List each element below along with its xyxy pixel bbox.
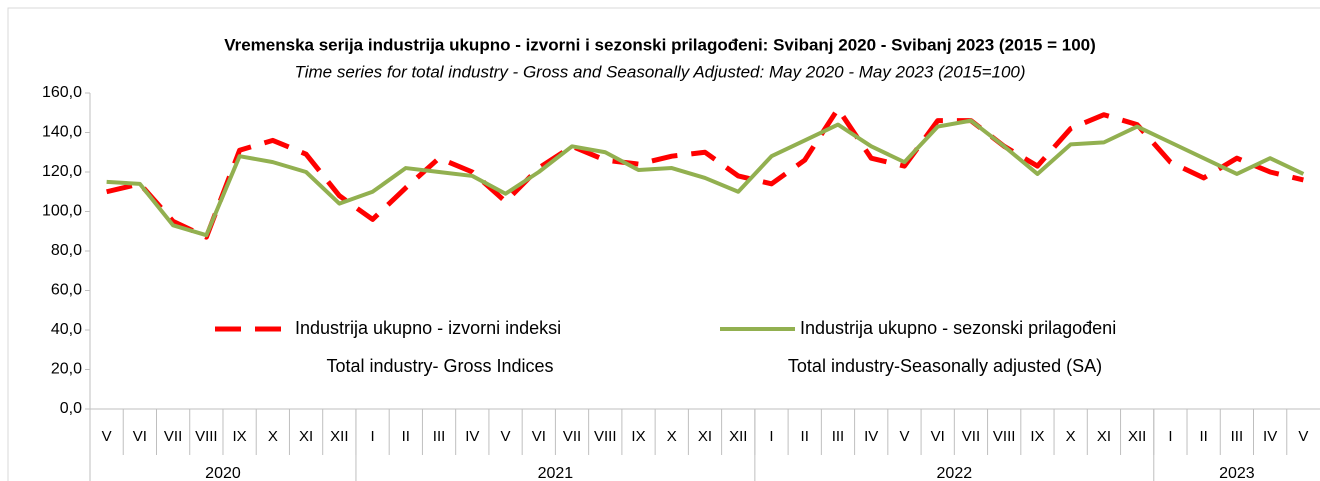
series-line: [106, 118, 1305, 238]
x-tick-label: VIII: [195, 428, 218, 445]
x-tick-label: II: [1199, 428, 1207, 445]
x-tick-label: III: [1231, 428, 1244, 445]
x-tick-label: IV: [465, 428, 479, 445]
x-tick-label: I: [370, 428, 374, 445]
x-tick-label: III: [832, 428, 845, 445]
chart-subtitle: Time series for total industry - Gross a…: [294, 62, 1025, 81]
x-tick-label: IX: [233, 428, 247, 445]
y-tick-label: 0,0: [60, 400, 82, 417]
chart-title: Vremenska serija industrija ukupno - izv…: [224, 35, 1096, 54]
y-tick-label: 160,0: [42, 84, 82, 101]
y-tick-label: 40,0: [51, 321, 82, 338]
x-tick-label: VI: [133, 428, 147, 445]
x-tick-label: XI: [1097, 428, 1111, 445]
x-tick-label: XI: [299, 428, 313, 445]
x-tick-label: V: [1298, 428, 1308, 445]
year-label: 2023: [1219, 465, 1255, 481]
x-tick-label: I: [769, 428, 773, 445]
x-tick-label: VIII: [993, 428, 1016, 445]
x-tick-label: X: [667, 428, 677, 445]
x-tick-label: XI: [698, 428, 712, 445]
x-tick-label: V: [102, 428, 112, 445]
y-tick-label: 80,0: [51, 242, 82, 259]
y-tick-label: 60,0: [51, 282, 82, 299]
x-tick-label: II: [402, 428, 410, 445]
chart-frame: [7, 7, 1320, 481]
y-tick-label: 140,0: [42, 124, 82, 141]
x-tick-label: VII: [563, 428, 581, 445]
x-tick-label: XII: [729, 428, 747, 445]
x-tick-label: X: [1066, 428, 1076, 445]
x-tick-label: III: [433, 428, 446, 445]
x-tick-label: X: [268, 428, 278, 445]
x-tick-label: II: [801, 428, 809, 445]
series-line: [106, 106, 1304, 240]
year-label: 2020: [205, 465, 241, 481]
y-tick-label: 100,0: [42, 203, 82, 220]
x-tick-label: VI: [931, 428, 945, 445]
x-tick-label: V: [501, 428, 511, 445]
year-label: 2022: [937, 465, 973, 481]
x-tick-label: IV: [1263, 428, 1277, 445]
x-tick-label: IX: [1030, 428, 1044, 445]
x-tick-label: IV: [864, 428, 878, 445]
x-tick-label: XII: [1128, 428, 1146, 445]
x-tick-label: XII: [330, 428, 348, 445]
legend-label: Industrija ukupno - izvorni indeksi: [295, 318, 561, 338]
legend-label-en: Total industry-Seasonally adjusted (SA): [788, 356, 1102, 376]
x-tick-label: IX: [631, 428, 645, 445]
x-tick-label: VIII: [594, 428, 617, 445]
year-label: 2021: [538, 465, 574, 481]
legend-label: Industrija ukupno - sezonski prilagođeni: [800, 318, 1116, 338]
legend-label-en: Total industry- Gross Indices: [326, 356, 553, 376]
x-tick-label: VII: [164, 428, 182, 445]
x-tick-label: V: [899, 428, 909, 445]
y-tick-label: 120,0: [42, 163, 82, 180]
x-tick-label: I: [1168, 428, 1172, 445]
y-tick-label: 20,0: [51, 361, 82, 378]
x-tick-label: VI: [532, 428, 546, 445]
x-tick-label: VII: [962, 428, 980, 445]
